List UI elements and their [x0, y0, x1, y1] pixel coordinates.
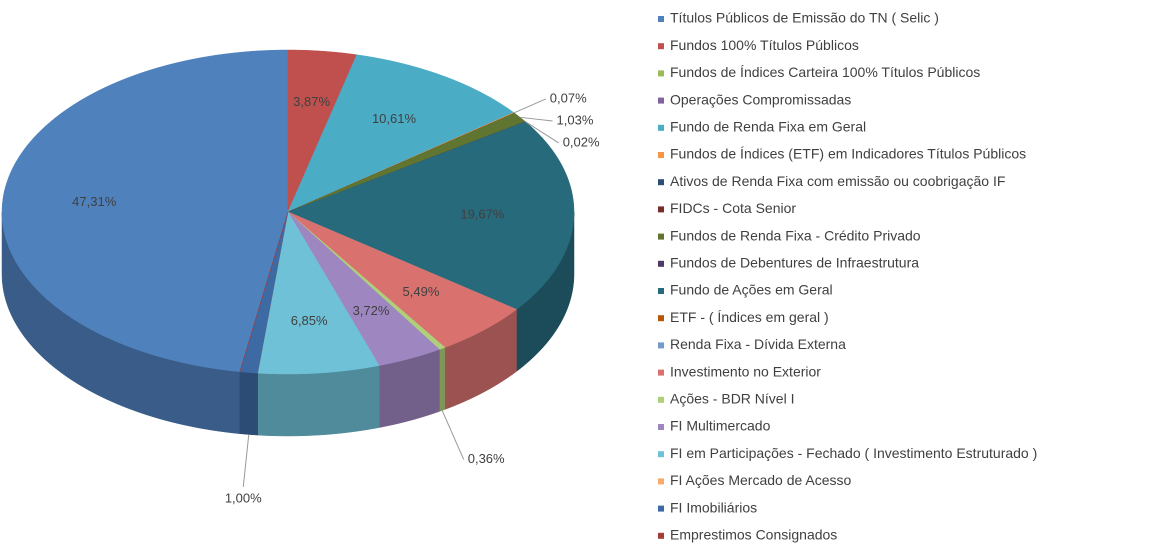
- legend-label: Títulos Públicos de Emissão do TN ( Seli…: [670, 10, 939, 26]
- legend-label: Fundo de Ações em Geral: [670, 282, 833, 298]
- legend-label: ETF - ( Índices em geral ): [670, 309, 829, 325]
- legend-label: Fundos de Renda Fixa - Crédito Privado: [670, 227, 921, 243]
- leader-line: [242, 434, 250, 487]
- legend-label: Operações Compromissadas: [670, 91, 851, 107]
- legend-label: Emprestimos Consignados: [670, 527, 837, 543]
- slice: [287, 121, 575, 310]
- legend-swatch: [658, 342, 664, 349]
- legend-label: Fundo de Renda Fixa em Geral: [670, 119, 866, 135]
- legend-swatch: [658, 288, 664, 294]
- slice-side: [257, 365, 380, 437]
- legend-swatch: [658, 206, 664, 213]
- legend-label: FI Ações Mercado de Acesso: [670, 472, 852, 488]
- data-label: 5,49%: [403, 284, 440, 299]
- legend-swatch: [658, 233, 664, 240]
- legend-label: Ativos de Renda Fixa com emissão ou coob…: [670, 173, 1005, 189]
- legend-swatch: [658, 97, 664, 104]
- data-label: 0,07%: [550, 90, 587, 105]
- legend-swatch: [658, 70, 664, 77]
- tops: [1, 49, 575, 375]
- legend-label: FI Multimercado: [670, 418, 771, 434]
- leader-line: [520, 116, 553, 122]
- legend-swatch: [658, 396, 664, 403]
- data-label: 0,02%: [563, 134, 600, 149]
- leader-line: [513, 98, 547, 114]
- legend-swatch: [658, 152, 664, 158]
- slice: [1, 49, 289, 372]
- legend-swatch: [658, 424, 664, 430]
- data-label: 19,67%: [460, 206, 505, 221]
- data-label: 3,72%: [353, 303, 390, 318]
- slice: [287, 54, 515, 213]
- data-label: 0,36%: [468, 451, 505, 466]
- legend-label: Fundos de Índices Carteira 100% Títulos …: [670, 64, 980, 80]
- legend-swatch: [658, 315, 664, 322]
- legend-swatch: [658, 16, 664, 22]
- legend-swatch: [658, 369, 664, 376]
- data-label: 1,00%: [225, 490, 262, 505]
- legend-swatch: [658, 478, 664, 485]
- slice-side: [239, 371, 258, 436]
- slice: [287, 211, 440, 366]
- leader-line: [525, 121, 559, 144]
- legend-swatch: [658, 532, 664, 539]
- slice: [287, 49, 358, 213]
- data-label: 3,87%: [293, 94, 330, 109]
- legend-swatch: [658, 451, 664, 458]
- legend-label: Fundos 100% Títulos Públicos: [670, 37, 859, 53]
- slice: [257, 211, 380, 375]
- slice: [287, 211, 517, 348]
- legend-label: FI em Participações - Fechado ( Investim…: [670, 445, 1037, 461]
- labels: 47,31% 3,87% 10,61% 0,07% 1,03% 0,02% 19,67% 5,…: [72, 90, 600, 505]
- legend-swatch: [658, 43, 664, 50]
- legend-label: Renda Fixa - Dívida Externa: [670, 336, 846, 352]
- slice-side: [439, 347, 446, 412]
- legend-label: FIDCs - Cota Senior: [670, 200, 796, 216]
- legend-swatch: [658, 179, 664, 186]
- legend-swatch: [658, 505, 664, 512]
- legend-label: Investimento no Exterior: [670, 363, 821, 379]
- legend-swatch: [658, 124, 664, 131]
- data-label: 10,61%: [372, 111, 417, 126]
- legend-swatch: [658, 260, 664, 267]
- data-label: 47,31%: [72, 194, 117, 209]
- data-label: 1,03%: [557, 112, 594, 127]
- data-label: 6,85%: [291, 313, 328, 328]
- legend-label: Fundos de Debentures de Infraestrutura: [670, 255, 919, 271]
- legend-label: Ações - BDR Nível I: [670, 391, 794, 407]
- sides: [1, 211, 575, 437]
- leader-line: [441, 410, 465, 460]
- legend-label: Fundos de Índices (ETF) em Indicadores T…: [670, 146, 1026, 162]
- legend-label: FI Imobiliários: [670, 499, 757, 515]
